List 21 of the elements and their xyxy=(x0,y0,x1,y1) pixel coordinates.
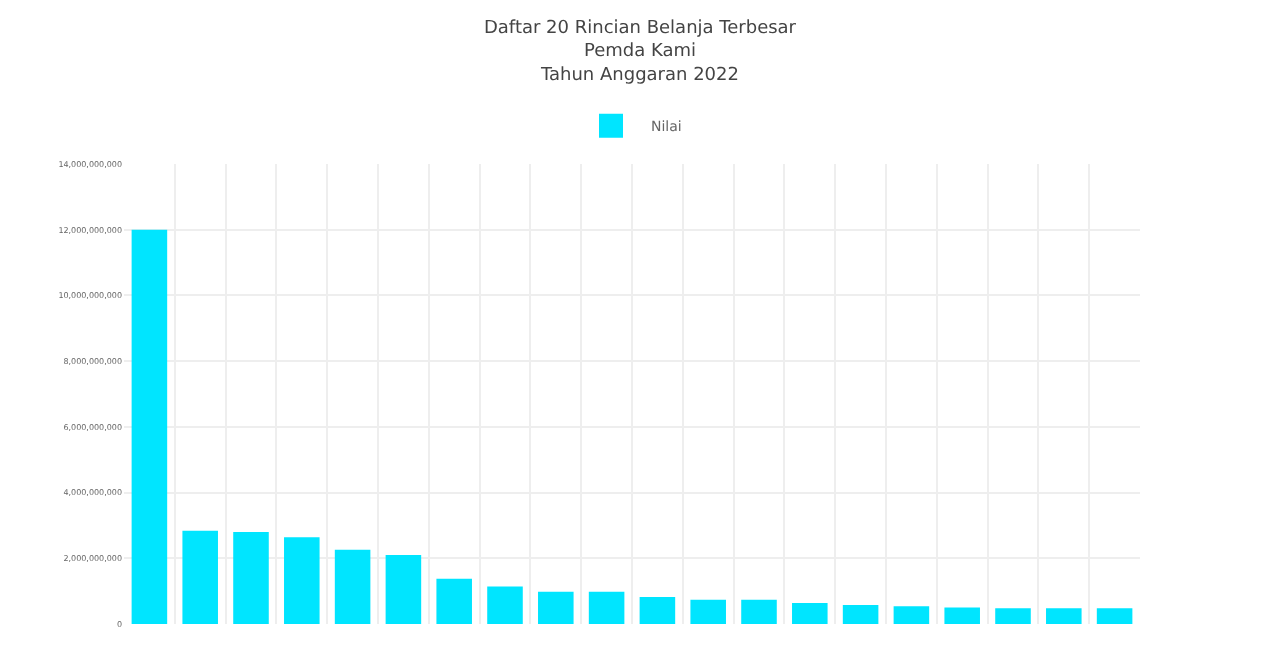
chart-title: Daftar 20 Rincian Belanja Terbesar Pemda Kami Tahun Anggaran 2022 xyxy=(483,19,797,86)
bar xyxy=(741,599,777,624)
bar xyxy=(538,591,574,624)
bar xyxy=(1096,608,1133,624)
bar xyxy=(690,599,726,624)
bar xyxy=(842,604,879,624)
bar xyxy=(893,606,930,624)
bar xyxy=(792,602,828,624)
bar xyxy=(944,607,980,624)
bar xyxy=(233,532,269,624)
bar xyxy=(995,608,1031,624)
bar xyxy=(385,555,422,624)
bar xyxy=(131,229,168,624)
bar xyxy=(182,530,218,624)
bar xyxy=(284,537,320,624)
bar xyxy=(588,591,625,624)
bar xyxy=(639,597,676,624)
bar xyxy=(487,586,523,624)
bar xyxy=(1046,608,1082,624)
bar xyxy=(436,578,472,624)
bar xyxy=(334,549,371,624)
